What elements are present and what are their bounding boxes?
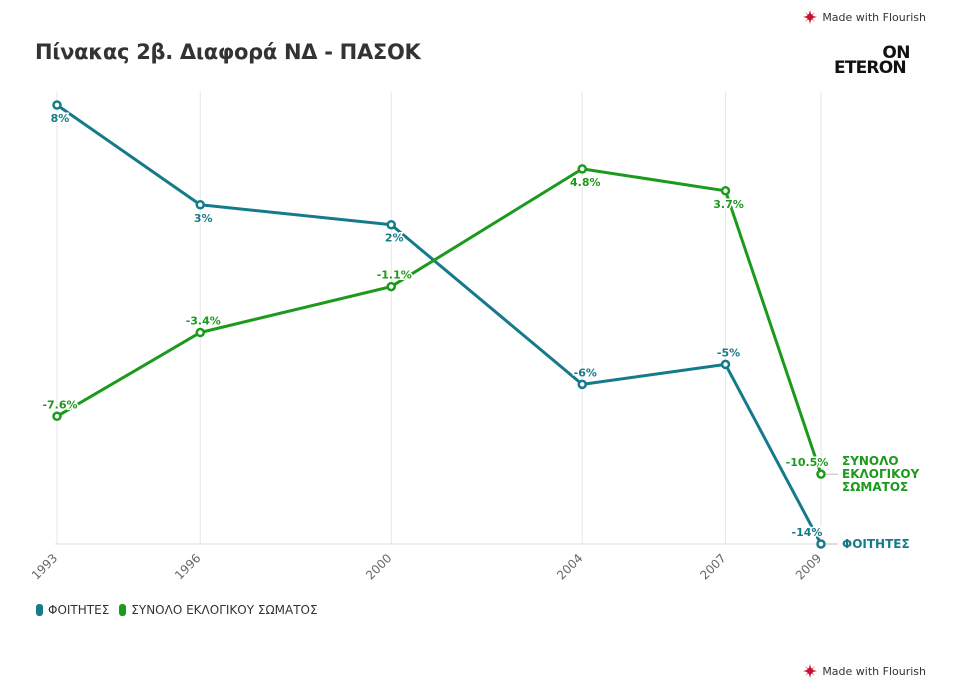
made-with-flourish-text: Made with Flourish <box>822 10 926 24</box>
data-label: -14% <box>792 526 823 539</box>
legend-item[interactable]: ΦΟΙΤΗΤΕΣ <box>36 603 109 617</box>
data-point <box>52 411 62 422</box>
data-point <box>816 539 826 549</box>
end-label: ΣΥΝΟΛΟ <box>842 454 899 468</box>
data-point <box>195 200 205 210</box>
data-point <box>720 359 731 370</box>
legend-swatch <box>36 604 43 616</box>
data-label: -6% <box>574 366 597 379</box>
legend-item[interactable]: ΣΥΝΟΛΟ ΕΚΛΟΓΙΚΟΥ ΣΩΜΑΤΟΣ <box>119 603 318 617</box>
oneteron-logo: ON ETERON <box>834 43 911 80</box>
x-tick-label: 2004 <box>554 551 585 582</box>
made-with-flourish-text: Made with Flourish <box>822 664 926 678</box>
x-tick-label: 1993 <box>29 551 60 582</box>
x-tick-label: 2009 <box>793 551 824 582</box>
chart-title: Πίνακας 2β. Διαφορά ΝΔ - ΠΑΣΟΚ <box>35 40 421 64</box>
data-label: -10.5% <box>786 456 829 469</box>
legend-label: ΦΟΙΤΗΤΕΣ <box>48 603 110 617</box>
x-tick-label: 1996 <box>172 551 203 582</box>
end-label: ΣΩΜΑΤΟΣ <box>842 480 908 494</box>
data-point <box>52 100 62 110</box>
series-line-2 <box>55 167 823 476</box>
made-with-flourish-bottom[interactable]: Made with Flourish <box>803 664 926 678</box>
data-label: 3.7% <box>713 198 744 211</box>
made-with-flourish-top[interactable]: Made with Flourish <box>803 10 926 24</box>
flourish-logo-icon <box>803 664 818 678</box>
data-point <box>720 186 731 196</box>
legend-swatch <box>119 604 127 616</box>
data-label: 2% <box>385 232 404 245</box>
data-label: -3.4% <box>186 314 221 327</box>
data-label: -7.6% <box>42 398 77 411</box>
end-label: ΦΟΙΤΗΤΕΣ <box>842 537 910 551</box>
legend-label: ΣΥΝΟΛΟ ΕΚΛΟΓΙΚΟΥ ΣΩΜΑΤΟΣ <box>131 603 318 617</box>
data-point <box>816 469 826 479</box>
data-point <box>195 327 205 338</box>
data-label: -5% <box>717 346 740 359</box>
series-line-1 <box>55 103 823 546</box>
data-point <box>386 219 396 230</box>
data-label: 4.8% <box>570 176 601 189</box>
logo-line-1: ON <box>882 43 910 63</box>
data-label: -1.1% <box>377 269 412 282</box>
chart-legend: ΦΟΙΤΗΤΕΣ ΣΥΝΟΛΟ ΕΚΛΟΓΙΚΟΥ ΣΩΜΑΤΟΣ <box>36 603 328 617</box>
data-point <box>577 164 587 174</box>
end-label: ΕΚΛΟΓΙΚΟΥ <box>842 467 920 481</box>
flourish-logo-icon <box>803 10 818 24</box>
data-point <box>386 281 396 292</box>
data-label: 3% <box>194 212 213 225</box>
data-point <box>577 379 587 390</box>
x-tick-label: 2000 <box>363 551 394 582</box>
x-tick-label: 2007 <box>697 551 728 582</box>
logo-line-2: ETERON <box>834 58 907 78</box>
data-label: 8% <box>51 112 70 125</box>
